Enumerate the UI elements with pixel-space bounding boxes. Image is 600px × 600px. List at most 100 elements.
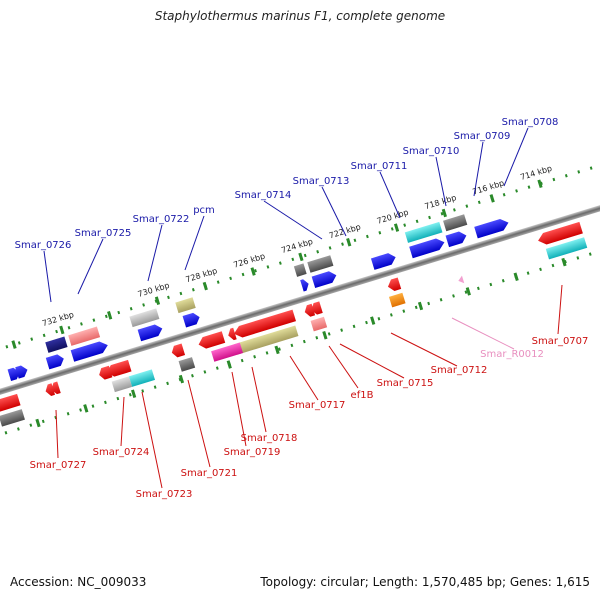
gene-smar-0723-cyan[interactable] — [128, 369, 156, 387]
gene-smar-0726-arrow2[interactable] — [15, 364, 29, 379]
gene-smar-0707[interactable] — [536, 221, 583, 247]
gene-smar-0721-grey[interactable] — [178, 357, 196, 372]
major-ticks-upper — [11, 179, 543, 349]
gene-pcm[interactable] — [182, 311, 202, 328]
callout-line — [557, 284, 563, 335]
tick-label-724: 724 kbp — [280, 237, 314, 255]
tick-label-714: 714 kbp — [519, 164, 553, 182]
major-ticks-lower — [35, 257, 567, 428]
gene-smar-0727[interactable] — [44, 383, 56, 397]
label-smar-0727: Smar_0727 — [30, 460, 87, 471]
gene-smar-0725b[interactable] — [45, 353, 66, 370]
callout-line — [231, 371, 247, 447]
callout-line — [263, 200, 323, 240]
callout-line — [328, 345, 359, 389]
gene-smar-0725-pink[interactable] — [68, 326, 101, 346]
callout-line — [251, 366, 267, 433]
gene-smar-0713-grey[interactable] — [307, 255, 334, 273]
rna-smar-r0012[interactable] — [457, 275, 465, 285]
tick-label-728: 728 kbp — [185, 266, 219, 284]
callout-line — [503, 127, 529, 187]
label-smar-0724: Smar_0724 — [93, 447, 150, 458]
gene-smar-0709[interactable] — [445, 230, 469, 248]
gene-smar-0722-lightgrey[interactable] — [129, 308, 160, 328]
major-tick — [322, 330, 328, 340]
major-tick — [59, 325, 65, 335]
lower-scale-track — [0, 232, 600, 446]
gene-smar-0723[interactable] — [105, 359, 132, 378]
callout-line — [120, 396, 125, 447]
upper-scale-track — [0, 154, 600, 368]
gene-smar-0715b[interactable] — [303, 303, 316, 318]
gene-smar-0712[interactable] — [386, 277, 402, 292]
gene-ef1b-pink[interactable] — [310, 316, 328, 332]
callout-line — [187, 379, 211, 468]
forward-gene-callouts — [43, 127, 529, 303]
gene-smar-0717[interactable] — [232, 309, 296, 340]
gene-smar-0707-cyan[interactable] — [545, 237, 588, 260]
tick-label-732: 732 kbp — [41, 310, 75, 328]
gene-smar-0724-lightgrey[interactable] — [111, 376, 133, 393]
callout-line — [43, 250, 52, 303]
gene-smar-0710[interactable] — [409, 237, 446, 259]
major-tick — [298, 252, 304, 262]
major-tick — [465, 287, 471, 296]
major-tick — [346, 237, 352, 247]
label-smar-0722: Smar_0722 — [133, 214, 190, 225]
gene-smar-0722[interactable] — [137, 323, 164, 342]
forward-gene-labels: Smar_0708 Smar_0709 Smar_0710 Smar_0711 … — [15, 117, 559, 251]
label-smar-0718: Smar_0718 — [241, 433, 298, 444]
gene-smar-0714-grey[interactable] — [293, 263, 307, 277]
label-smar-0715: Smar_0715 — [377, 378, 434, 389]
label-smar-0719: Smar_0719 — [224, 447, 281, 458]
label-smar-0707: Smar_0707 — [532, 336, 589, 347]
label-smar-0711: Smar_0711 — [351, 161, 408, 172]
label-smar-0726: Smar_0726 — [15, 240, 72, 251]
gene-smar-0710-cyan[interactable] — [404, 221, 443, 243]
label-ef1b: ef1B — [351, 390, 374, 401]
label-smar-r0012: Smar_R0012 — [480, 349, 544, 360]
gene-smar-0709-grey[interactable] — [443, 214, 468, 232]
major-tick — [561, 257, 567, 267]
gene-smar-0718[interactable] — [226, 327, 237, 342]
gene-smar-0711[interactable] — [370, 251, 397, 270]
callout-line — [379, 171, 401, 219]
callout-line — [147, 224, 163, 282]
gene-smar-0712-orange[interactable] — [388, 292, 406, 308]
label-smar-0710: Smar_0710 — [403, 146, 460, 157]
gene-smar-0725[interactable] — [70, 339, 110, 362]
label-smar-0708: Smar_0708 — [502, 117, 559, 128]
gene-smar-0724[interactable] — [97, 365, 113, 381]
tick-label-722: 722 kbp — [328, 222, 362, 240]
label-smar-0709: Smar_0709 — [454, 131, 511, 142]
gene-smar-0727-red[interactable] — [0, 393, 21, 412]
gene-smar-0708[interactable] — [474, 217, 510, 239]
gene-smar-0727b[interactable] — [50, 381, 61, 396]
gene-smar-0719-magenta[interactable] — [211, 342, 243, 362]
gene-smar-0719[interactable] — [197, 331, 226, 350]
gene-smar-0713[interactable] — [311, 270, 338, 289]
gene-smar-0717-olive[interactable] — [234, 325, 299, 355]
gene-smar-0727-grey[interactable] — [0, 409, 25, 427]
major-tick — [178, 374, 185, 384]
gene-smar-0721[interactable] — [170, 343, 186, 359]
major-tick — [11, 340, 17, 349]
gene-smar-0715[interactable] — [310, 301, 323, 315]
major-tick — [35, 418, 41, 428]
major-tick — [226, 360, 232, 369]
gene-pcm-olive[interactable] — [175, 297, 196, 314]
major-tick — [441, 208, 447, 218]
major-tick — [417, 301, 424, 311]
callout-line — [339, 343, 405, 379]
callout-line — [289, 355, 319, 401]
label-smar-0723: Smar_0723 — [136, 489, 193, 500]
callout-line — [141, 391, 163, 489]
map-title: Staphylothermus marinus F1, complete gen… — [154, 9, 446, 23]
gene-smar-0713b[interactable] — [300, 278, 310, 292]
callout-line — [321, 186, 347, 237]
major-tick — [370, 316, 376, 325]
major-tick — [202, 281, 208, 291]
gene-smar-0726-navy[interactable] — [45, 336, 68, 353]
